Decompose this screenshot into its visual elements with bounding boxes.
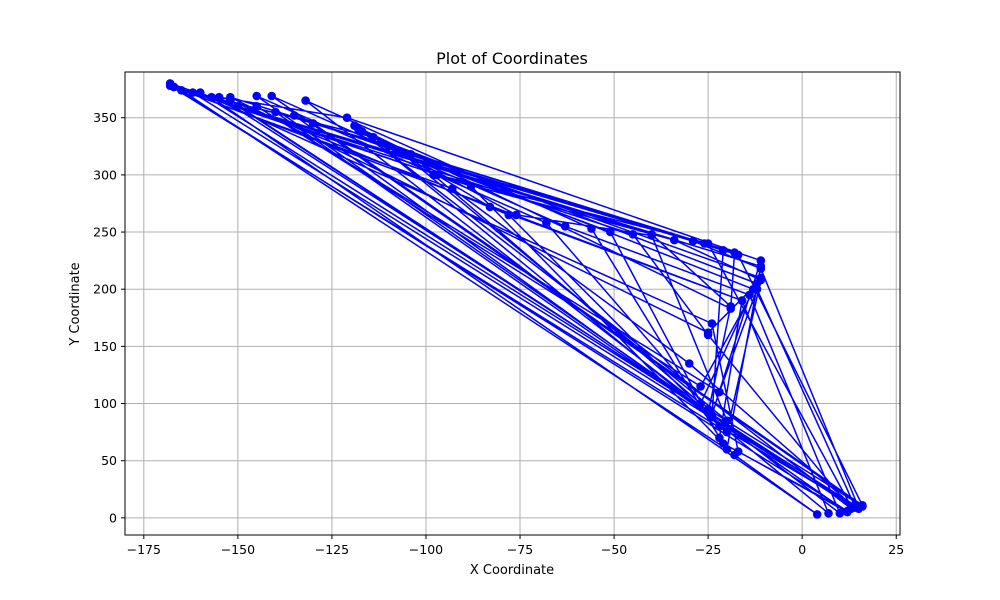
data-point	[824, 509, 833, 518]
data-point	[756, 264, 766, 273]
data-point	[421, 159, 431, 168]
data-point	[843, 507, 852, 517]
data-point	[301, 96, 310, 105]
y-tick-label: 0	[109, 510, 117, 525]
data-point	[406, 150, 416, 159]
data-point	[267, 91, 277, 101]
y-tick-label: 150	[93, 339, 117, 354]
data-point	[835, 509, 845, 518]
data-point	[542, 218, 551, 228]
data-point	[715, 387, 724, 397]
data-point	[207, 92, 216, 102]
data-point	[342, 113, 352, 122]
data-point	[752, 284, 762, 294]
data-point	[715, 433, 724, 443]
x-tick-label: −100	[409, 542, 443, 557]
data-point	[214, 92, 224, 102]
chart-title: Plot of Coordinates	[436, 49, 588, 68]
y-tick-label: 100	[93, 396, 117, 411]
x-tick-label: −75	[507, 542, 533, 557]
data-point	[188, 88, 197, 97]
data-point	[177, 86, 186, 95]
data-point	[466, 182, 476, 191]
data-point	[165, 81, 175, 90]
x-tick-label: −125	[315, 542, 349, 557]
data-point	[252, 102, 261, 111]
data-point	[399, 150, 408, 159]
data-point	[756, 273, 766, 283]
data-point	[369, 132, 378, 142]
x-tick-label: −150	[221, 542, 255, 557]
y-tick-label: 300	[93, 167, 117, 182]
data-point	[707, 319, 717, 328]
y-axis-label: Y Coordinate	[68, 262, 83, 346]
data-point	[354, 124, 363, 134]
data-point	[707, 412, 717, 422]
series-layer	[165, 79, 867, 519]
x-tick-label: −25	[695, 542, 721, 557]
data-point	[647, 230, 656, 239]
data-point	[715, 422, 724, 431]
data-point	[308, 119, 318, 128]
data-point	[850, 502, 860, 511]
ticks: −175 −150 −125 −100 −75 −50 −25 0 25050100150200…	[93, 110, 904, 557]
data-point	[858, 501, 867, 510]
data-point	[587, 224, 596, 233]
data-point	[733, 447, 743, 456]
x-tick-label: −175	[127, 542, 161, 557]
data-point	[560, 222, 570, 231]
data-point	[685, 359, 694, 368]
data-point	[485, 202, 495, 212]
y-tick-label: 350	[93, 110, 117, 125]
data-point	[290, 111, 299, 120]
data-point	[226, 92, 235, 102]
data-point	[733, 250, 743, 260]
data-point	[737, 296, 747, 305]
data-point	[700, 239, 709, 248]
data-point	[628, 230, 638, 239]
data-point	[688, 236, 698, 246]
y-tick-label: 50	[101, 453, 117, 468]
plot-area-frame	[124, 71, 901, 536]
x-tick-label: −50	[601, 542, 627, 557]
data-point	[703, 330, 713, 340]
series-line	[169, 82, 864, 516]
data-point	[722, 427, 732, 437]
data-point	[252, 91, 261, 101]
data-point	[606, 227, 615, 237]
data-point	[233, 102, 243, 111]
data-point	[376, 138, 386, 148]
data-point	[429, 170, 438, 180]
data-point	[722, 445, 732, 454]
data-point	[726, 302, 735, 311]
data-point	[448, 184, 457, 193]
x-tick-label: 0	[798, 542, 806, 557]
data-point	[384, 142, 393, 151]
data-point	[670, 235, 679, 245]
data-point	[722, 416, 732, 426]
data-point	[271, 107, 280, 117]
data-point	[696, 399, 705, 408]
data-point	[504, 210, 513, 220]
y-tick-label: 250	[93, 225, 117, 240]
data-point	[391, 146, 401, 156]
data-point	[696, 382, 705, 391]
grid	[125, 72, 900, 535]
data-point	[195, 88, 205, 97]
x-tick-label: 25	[888, 542, 904, 557]
data-point	[718, 246, 728, 255]
data-point	[812, 510, 822, 519]
y-tick-label: 200	[93, 282, 117, 297]
x-axis-label: X Coordinate	[470, 563, 554, 578]
data-point	[512, 210, 521, 220]
